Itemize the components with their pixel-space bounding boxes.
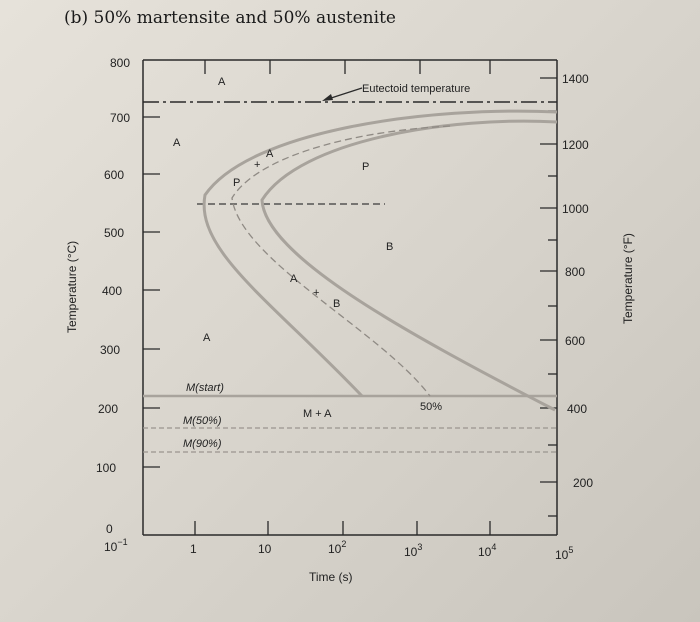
left-tick-600: 600 bbox=[104, 168, 124, 182]
eutectoid-arrow-head bbox=[322, 94, 333, 101]
left-tick-700: 700 bbox=[110, 111, 130, 125]
left-tick-800: 800 bbox=[110, 56, 130, 70]
left-axis-label: Temperature (°C) bbox=[65, 241, 79, 333]
m50-label: M(50%) bbox=[183, 415, 222, 427]
x-tick-4: 103 bbox=[404, 542, 422, 559]
x-tick-2: 10 bbox=[258, 542, 272, 556]
region-m-plus-a: M + A bbox=[303, 408, 332, 420]
figure-caption: (b) 50% martensite and 50% austenite bbox=[64, 8, 396, 28]
curve-p-label: P bbox=[233, 177, 240, 189]
x-tick-4-base: 10 bbox=[404, 545, 418, 559]
x-tick-6-base: 10 bbox=[555, 548, 569, 562]
x-tick-5-exp: 4 bbox=[491, 542, 496, 552]
curve-plus-mid: + bbox=[313, 287, 319, 299]
m-start-label: M(start) bbox=[186, 382, 224, 394]
x-tick-4-exp: 3 bbox=[417, 542, 422, 552]
x-axis-label: Time (s) bbox=[309, 570, 353, 584]
left-tick-200: 200 bbox=[98, 402, 118, 416]
bottom-tick-marks bbox=[194, 521, 491, 535]
left-tick-400: 400 bbox=[102, 284, 122, 298]
x-tick-3: 102 bbox=[328, 539, 346, 556]
x-tick-0: 10−1 bbox=[104, 537, 128, 554]
left-tick-300: 300 bbox=[100, 343, 120, 357]
curve-plus-top: + bbox=[254, 159, 260, 171]
left-tick-500: 500 bbox=[104, 226, 124, 240]
m90-label: M(90%) bbox=[183, 438, 222, 450]
eutectoid-arrow bbox=[327, 87, 363, 100]
right-tick-marks bbox=[540, 77, 557, 517]
region-a-low: A bbox=[203, 332, 211, 344]
right-tick-600: 600 bbox=[565, 334, 585, 348]
x-tick-6-exp: 5 bbox=[568, 545, 573, 555]
x-tick-5-base: 10 bbox=[478, 545, 492, 559]
right-tick-1000: 1000 bbox=[562, 202, 589, 216]
curve-a-label: A bbox=[266, 148, 274, 160]
x-tick-1: 1 bbox=[190, 542, 197, 556]
right-tick-800: 800 bbox=[565, 265, 585, 279]
fifty-percent-curve bbox=[231, 125, 451, 397]
finish-curve bbox=[260, 119, 558, 412]
left-tick-100: 100 bbox=[96, 461, 116, 475]
right-axis-label: Temperature (°F) bbox=[621, 233, 635, 324]
start-curve bbox=[202, 109, 558, 398]
x-tick-5: 104 bbox=[478, 542, 496, 559]
region-b: B bbox=[386, 241, 393, 253]
curve-b-mid: B bbox=[333, 298, 340, 310]
right-tick-400: 400 bbox=[567, 402, 587, 416]
x-tick-0-base: 10 bbox=[104, 540, 118, 554]
right-tick-1200: 1200 bbox=[562, 138, 589, 152]
left-tick-marks bbox=[143, 116, 160, 468]
x-tick-6: 105 bbox=[555, 545, 573, 562]
top-tick-marks bbox=[204, 60, 491, 74]
x-tick-3-base: 10 bbox=[328, 542, 342, 556]
eutectoid-label: Eutectoid temperature bbox=[362, 83, 470, 95]
x-tick-0-exp: −1 bbox=[117, 537, 127, 547]
region-p: P bbox=[362, 161, 369, 173]
left-tick-0: 0 bbox=[106, 522, 113, 536]
right-tick-1400: 1400 bbox=[562, 72, 589, 86]
region-a-top: A bbox=[218, 76, 226, 88]
fifty-percent-label: 50% bbox=[420, 401, 442, 413]
x-tick-3-exp: 2 bbox=[341, 539, 346, 549]
curve-a-mid: A bbox=[290, 273, 298, 285]
region-a-left: A bbox=[173, 137, 181, 149]
right-tick-200: 200 bbox=[573, 476, 593, 490]
